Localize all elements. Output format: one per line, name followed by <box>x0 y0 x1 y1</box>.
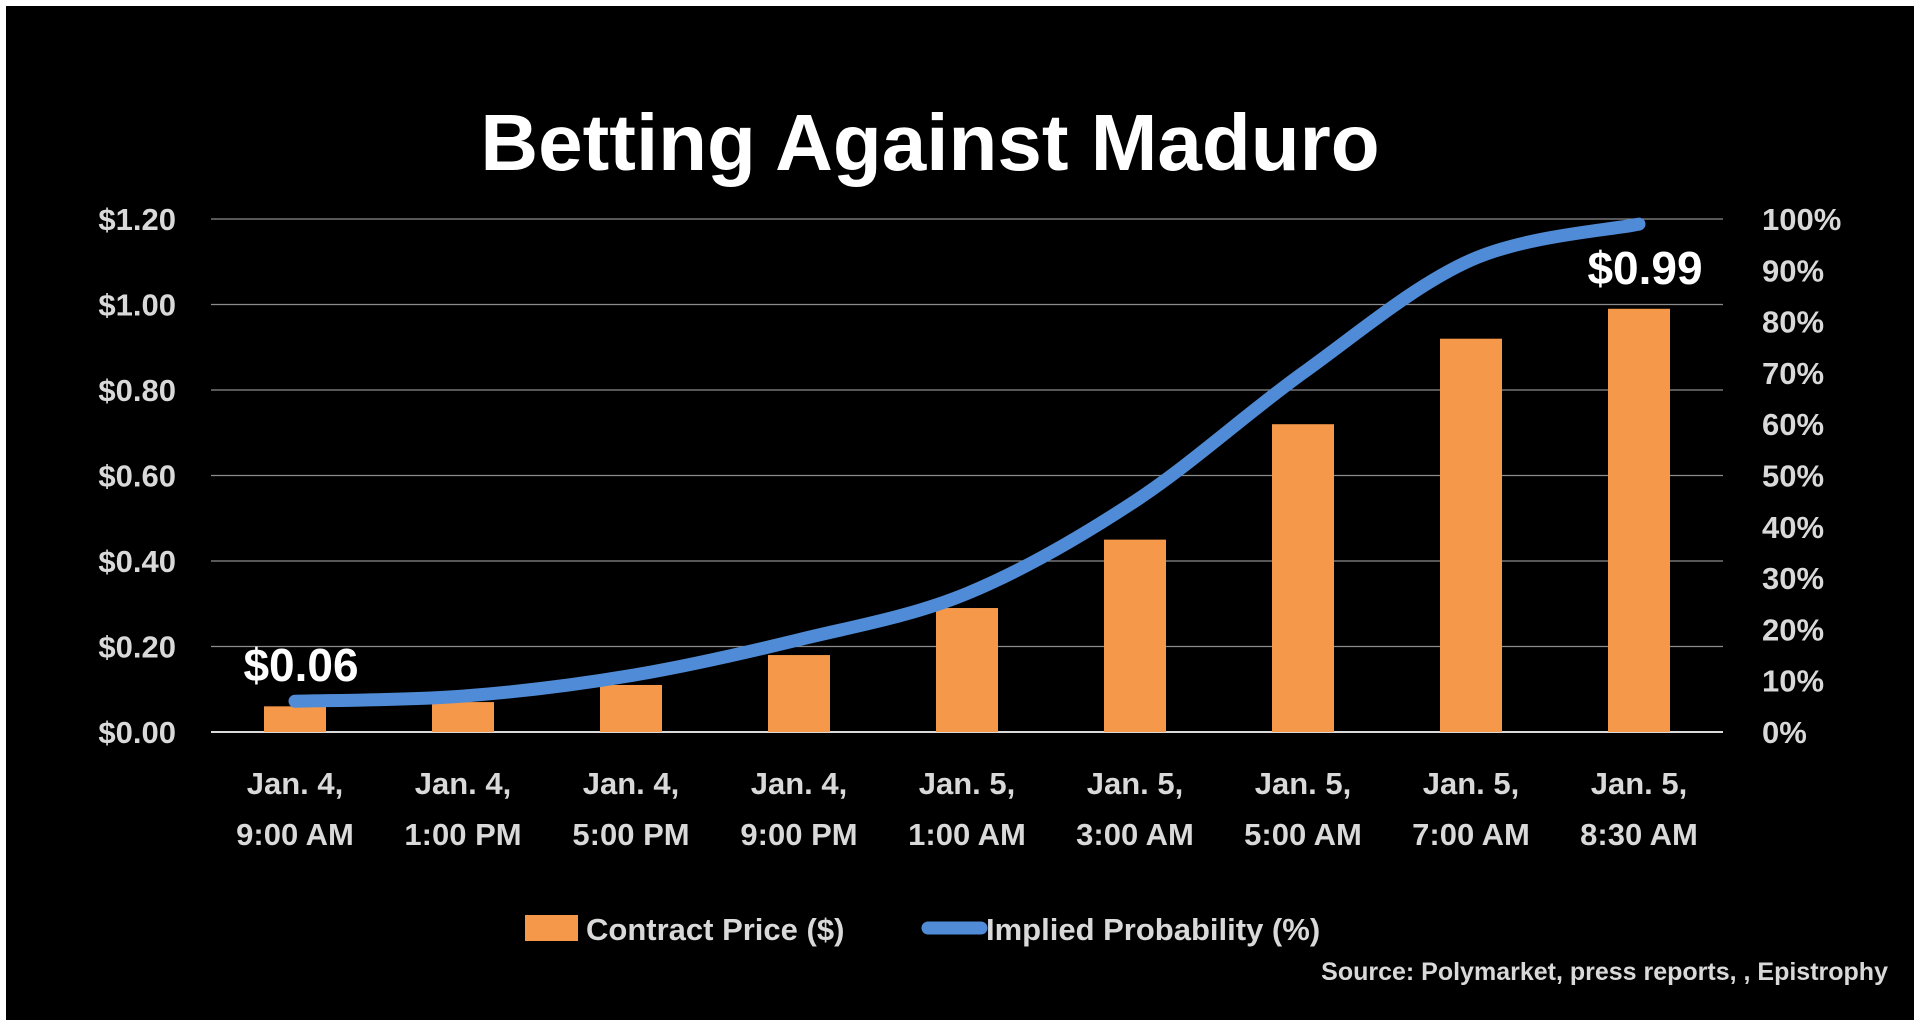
category-label: 9:00 AM <box>236 817 354 852</box>
left-tick-label: $0.80 <box>98 373 176 408</box>
bar <box>264 706 326 732</box>
right-tick-label: 10% <box>1762 664 1824 699</box>
left-tick-label: $1.00 <box>98 288 176 323</box>
category-label: 7:00 AM <box>1412 817 1530 852</box>
data-label: $0.06 <box>243 639 358 691</box>
bar <box>936 608 998 732</box>
bar <box>432 702 494 732</box>
category-label: Jan. 4, <box>583 766 680 801</box>
bar <box>1440 338 1502 732</box>
right-tick-label: 20% <box>1762 612 1824 647</box>
data-label: $0.99 <box>1587 242 1702 294</box>
legend-label: Contract Price ($) <box>586 912 844 947</box>
left-tick-label: $0.20 <box>98 630 176 665</box>
left-axis-ticks: $0.00 $0.20 $0.40 $0.60 $0.80 $1.00 $1.20 <box>98 202 176 750</box>
right-tick-label: 100% <box>1762 202 1841 237</box>
legend-label: Implied Probability (%) <box>986 912 1320 947</box>
legend-swatch-bar <box>525 915 578 941</box>
bar <box>1104 539 1166 732</box>
right-tick-label: 60% <box>1762 407 1824 442</box>
right-axis-ticks: 0% 10% 20% 30% 40% 50% 60% 70% 80% 90% 100% <box>1762 202 1841 750</box>
category-label: 1:00 AM <box>908 817 1026 852</box>
probability-line <box>288 217 1646 708</box>
category-label: Jan. 4, <box>751 766 848 801</box>
category-label: 5:00 PM <box>572 817 689 852</box>
bar <box>768 655 830 732</box>
line-series <box>288 217 1646 708</box>
bar <box>1272 424 1334 732</box>
category-label: Jan. 5, <box>1591 766 1688 801</box>
category-labels: Jan. 4, 9:00 AM Jan. 4, 1:00 PM Jan. 4, 5:00 … <box>236 766 1698 852</box>
bar <box>1608 308 1670 732</box>
category-label: 9:00 PM <box>740 817 857 852</box>
category-label: 3:00 AM <box>1076 817 1194 852</box>
right-tick-label: 50% <box>1762 459 1824 494</box>
category-label: Jan. 5, <box>919 766 1016 801</box>
bar <box>600 684 662 732</box>
data-labels: $0.06 $0.99 <box>243 242 1702 691</box>
right-tick-label: 0% <box>1762 715 1807 750</box>
right-tick-label: 30% <box>1762 561 1824 596</box>
right-tick-label: 40% <box>1762 510 1824 545</box>
left-tick-label: $0.60 <box>98 459 176 494</box>
chart-title: Betting Against Maduro <box>480 98 1379 187</box>
chart-panel: Betting Against Maduro $0.00 $0.20 $0.40 $0… <box>6 6 1914 1020</box>
left-tick-label: $0.00 <box>98 715 176 750</box>
left-tick-label: $0.40 <box>98 544 176 579</box>
category-label: Jan. 5, <box>1087 766 1184 801</box>
category-label: 8:30 AM <box>1580 817 1698 852</box>
category-label: 1:00 PM <box>404 817 521 852</box>
legend: Contract Price ($) Implied Probability (%… <box>525 912 1320 947</box>
category-label: Jan. 4, <box>415 766 512 801</box>
category-label: 5:00 AM <box>1244 817 1362 852</box>
category-label: Jan. 4, <box>247 766 344 801</box>
right-tick-label: 80% <box>1762 305 1824 340</box>
right-tick-label: 90% <box>1762 253 1824 288</box>
source-note: Source: Polymarket, press reports, , Epi… <box>1321 958 1888 986</box>
chart: Betting Against Maduro $0.00$0.20$0.40$0… <box>98 98 1888 986</box>
bar-series <box>264 308 1670 732</box>
category-label: Jan. 5, <box>1255 766 1352 801</box>
category-label: Jan. 5, <box>1423 766 1520 801</box>
right-tick-label: 70% <box>1762 356 1824 391</box>
left-tick-label: $1.20 <box>98 202 176 237</box>
